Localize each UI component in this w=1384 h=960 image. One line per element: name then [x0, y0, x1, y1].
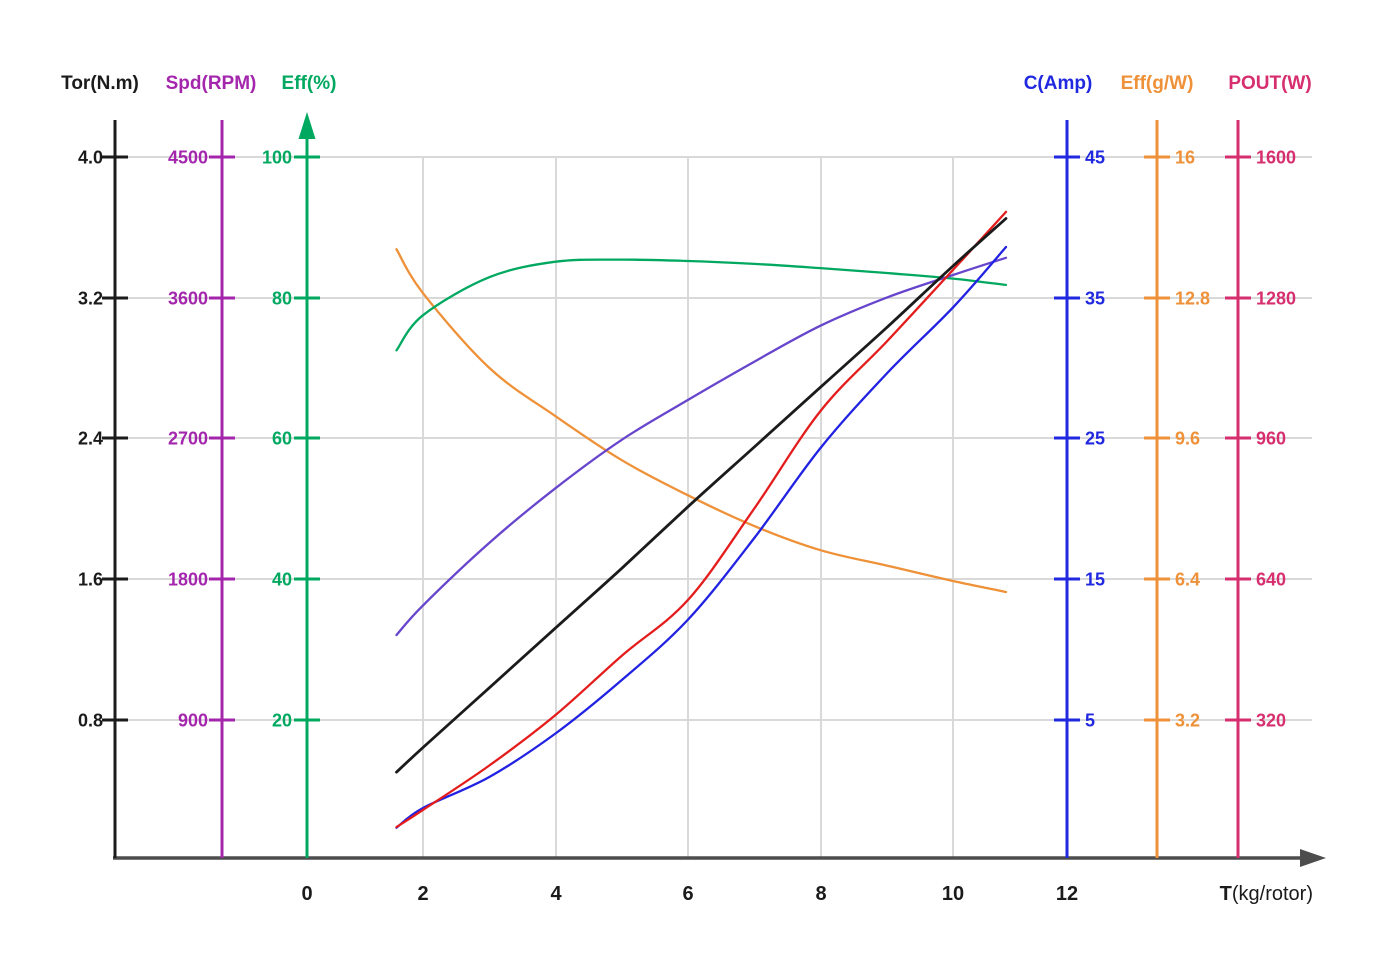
spd-tick-label-1: 3600 [168, 289, 208, 309]
tick-marks-layer [102, 155, 1251, 722]
pout-tick-label-4: 320 [1256, 711, 1286, 731]
eff-gw-axis-title: Eff(g/W) [1121, 73, 1194, 94]
curves-layer [395, 210, 1008, 829]
tor-tick-label-0: 4.0 [78, 148, 103, 168]
eff-pct-axis-arrowhead [298, 112, 316, 139]
c_amp-tick-label-4: 5 [1085, 711, 1095, 731]
eff_gw-curve [395, 248, 1008, 594]
c_amp-tick-label-3: 15 [1085, 570, 1105, 590]
spd-tick-label-3: 1800 [168, 570, 208, 590]
x-tick-label-8: 8 [815, 883, 826, 905]
eff_pct-tick-label-1: 80 [272, 289, 292, 309]
tor-tick-label-3: 1.6 [78, 570, 103, 590]
pout-tick-label-1: 1280 [1256, 289, 1296, 309]
pout-tick-label-3: 640 [1256, 570, 1286, 590]
x-axis-unit-bold: T [1220, 883, 1232, 905]
tick-labels-layer: 4.0 3.2 2.4 1.6 0.8 4500 3600 2700 1800 900 100 80 6… [78, 148, 1296, 731]
tor-tick-label-2: 2.4 [78, 429, 103, 449]
tor-curve [395, 217, 1008, 774]
spd-tick-label-2: 2700 [168, 429, 208, 449]
spd-curve [395, 256, 1008, 637]
x-tick-label-12: 12 [1056, 883, 1078, 905]
eff-pct-axis-title: Eff(%) [282, 73, 337, 94]
eff_gw-tick-label-3: 6.4 [1175, 570, 1200, 590]
tor-tick-label-1: 3.2 [78, 289, 103, 309]
pout-curve [395, 210, 1008, 829]
x-axis-arrowhead [1300, 849, 1326, 867]
eff_pct-tick-label-4: 20 [272, 711, 292, 731]
c_amp-tick-label-0: 45 [1085, 148, 1105, 168]
x-axis-unit-title: T(kg/rotor) [1220, 883, 1313, 905]
eff_gw-tick-label-0: 16 [1175, 148, 1195, 168]
c_amp-tick-label-1: 35 [1085, 289, 1105, 309]
x-tick-label-4: 4 [550, 883, 562, 905]
pout-axis-title: POUT(W) [1228, 73, 1311, 94]
x-tick-label-6: 6 [682, 883, 693, 905]
eff_pct-tick-label-3: 40 [272, 570, 292, 590]
tor-tick-label-4: 0.8 [78, 711, 103, 731]
eff_gw-tick-label-4: 3.2 [1175, 711, 1200, 731]
pout-tick-label-0: 1600 [1256, 148, 1296, 168]
x-axis-unit-rest: (kg/rotor) [1232, 883, 1313, 905]
x-axis-labels-layer: 0 2 4 6 8 10 12 [301, 883, 1078, 905]
eff_pct-tick-label-0: 100 [262, 148, 292, 168]
x-tick-label-2: 2 [417, 883, 428, 905]
eff_pct-tick-label-2: 60 [272, 429, 292, 449]
eff_pct-curve [395, 258, 1008, 352]
x-tick-label-0: 0 [301, 883, 312, 905]
spd-tick-label-4: 900 [178, 711, 208, 731]
eff_gw-tick-label-2: 9.6 [1175, 429, 1200, 449]
spd-axis-title: Spd(RPM) [166, 73, 257, 94]
pout-tick-label-2: 960 [1256, 429, 1286, 449]
c-amp-axis-title: C(Amp) [1024, 73, 1093, 94]
c_amp-curve [395, 245, 1008, 829]
c_amp-tick-label-2: 25 [1085, 429, 1105, 449]
axes-layer [113, 112, 1326, 867]
tor-axis-title: Tor(N.m) [61, 73, 139, 94]
eff_gw-tick-label-1: 12.8 [1175, 289, 1210, 309]
x-tick-label-10: 10 [942, 883, 964, 905]
spd-tick-label-0: 4500 [168, 148, 208, 168]
